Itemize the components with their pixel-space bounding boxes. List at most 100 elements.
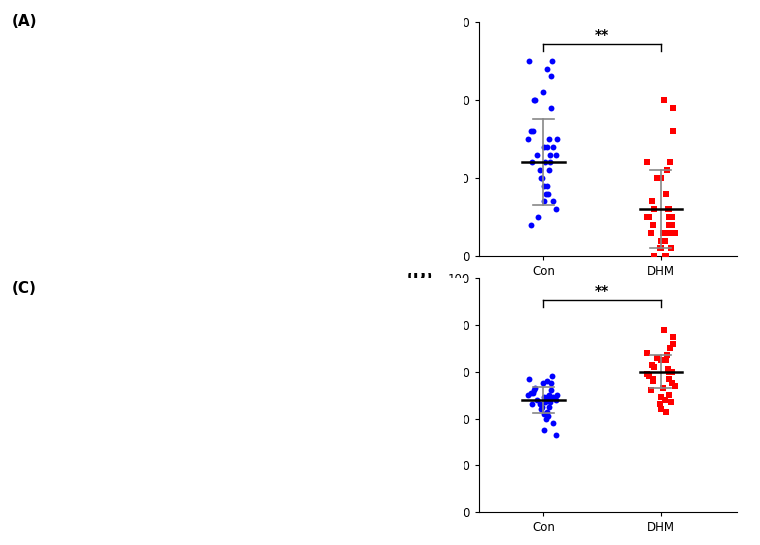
Point bbox=[551, 391, 563, 399]
Point bbox=[654, 400, 666, 409]
Point bbox=[651, 353, 663, 362]
Text: **: ** bbox=[595, 284, 610, 298]
Point bbox=[538, 197, 550, 206]
Point bbox=[665, 398, 677, 407]
Point bbox=[660, 166, 673, 174]
Point bbox=[657, 228, 669, 237]
Point bbox=[528, 95, 540, 104]
Point bbox=[643, 372, 655, 381]
Point bbox=[524, 127, 537, 136]
Point bbox=[669, 382, 681, 390]
Point bbox=[543, 166, 555, 174]
Point bbox=[661, 205, 673, 214]
Point bbox=[663, 228, 675, 237]
Y-axis label: EDU-positive nuclear rate (%): EDU-positive nuclear rate (%) bbox=[430, 307, 443, 483]
Point bbox=[667, 332, 679, 341]
Text: (C): (C) bbox=[12, 281, 37, 295]
Point bbox=[523, 374, 535, 383]
Point bbox=[534, 400, 546, 409]
Point bbox=[527, 400, 539, 409]
Point bbox=[663, 221, 675, 229]
Point bbox=[527, 158, 539, 167]
Point bbox=[542, 189, 554, 198]
Point bbox=[666, 221, 678, 229]
Point bbox=[543, 402, 555, 411]
Point bbox=[651, 174, 663, 183]
Point bbox=[546, 197, 559, 206]
Point bbox=[546, 57, 558, 65]
Point bbox=[544, 158, 556, 167]
Point bbox=[666, 379, 678, 388]
Point bbox=[654, 405, 667, 414]
Point bbox=[641, 213, 653, 221]
Point bbox=[654, 236, 667, 245]
Point bbox=[667, 104, 679, 112]
Y-axis label: TUNEL-positive nuclear (%): TUNEL-positive nuclear (%) bbox=[438, 58, 451, 220]
Point bbox=[545, 379, 557, 388]
Point bbox=[663, 367, 676, 376]
Point bbox=[659, 236, 671, 245]
Point bbox=[665, 244, 677, 253]
Point bbox=[543, 135, 555, 143]
Point bbox=[529, 384, 541, 392]
Point bbox=[538, 426, 550, 435]
Point bbox=[645, 228, 657, 237]
Point bbox=[534, 166, 546, 174]
Point bbox=[522, 135, 534, 143]
Point bbox=[641, 158, 653, 167]
Point bbox=[645, 360, 657, 369]
Point bbox=[539, 398, 551, 407]
Point bbox=[542, 412, 554, 421]
Point bbox=[664, 344, 676, 353]
Point bbox=[547, 142, 559, 151]
Point bbox=[661, 365, 673, 374]
Point bbox=[540, 189, 553, 198]
Point bbox=[527, 127, 540, 136]
Point bbox=[667, 127, 679, 136]
Point bbox=[544, 150, 556, 159]
Point bbox=[544, 396, 556, 404]
Point bbox=[541, 181, 553, 190]
Point bbox=[527, 389, 540, 397]
Point bbox=[535, 174, 547, 183]
Point bbox=[666, 213, 678, 221]
Point bbox=[545, 386, 557, 395]
Point bbox=[525, 221, 537, 229]
Point bbox=[660, 252, 673, 261]
Point bbox=[654, 393, 667, 402]
Point bbox=[654, 244, 667, 253]
Point bbox=[531, 396, 543, 404]
Point bbox=[546, 419, 559, 428]
Point bbox=[532, 213, 544, 221]
Point bbox=[660, 252, 672, 261]
Text: (D): (D) bbox=[407, 269, 433, 283]
Point bbox=[535, 405, 547, 414]
Point bbox=[531, 150, 543, 159]
Point bbox=[663, 213, 676, 221]
Point bbox=[648, 205, 660, 214]
Point bbox=[667, 339, 679, 348]
Point bbox=[538, 409, 550, 418]
Point bbox=[528, 386, 540, 395]
Point bbox=[537, 379, 549, 388]
Point bbox=[536, 402, 548, 411]
Point bbox=[654, 244, 666, 253]
Point bbox=[537, 142, 549, 151]
Point bbox=[657, 325, 670, 334]
Point bbox=[538, 181, 550, 190]
Point bbox=[655, 174, 667, 183]
Point bbox=[544, 398, 556, 407]
Point bbox=[537, 88, 549, 96]
Point bbox=[663, 391, 675, 399]
Point bbox=[545, 72, 557, 81]
Point bbox=[648, 252, 660, 261]
Point bbox=[523, 57, 535, 65]
Point bbox=[541, 142, 553, 151]
Point bbox=[645, 197, 657, 206]
Point bbox=[664, 158, 676, 167]
Point bbox=[655, 355, 667, 364]
Point bbox=[540, 414, 553, 423]
Point bbox=[666, 367, 678, 376]
Point bbox=[647, 374, 659, 383]
Point bbox=[663, 367, 676, 376]
